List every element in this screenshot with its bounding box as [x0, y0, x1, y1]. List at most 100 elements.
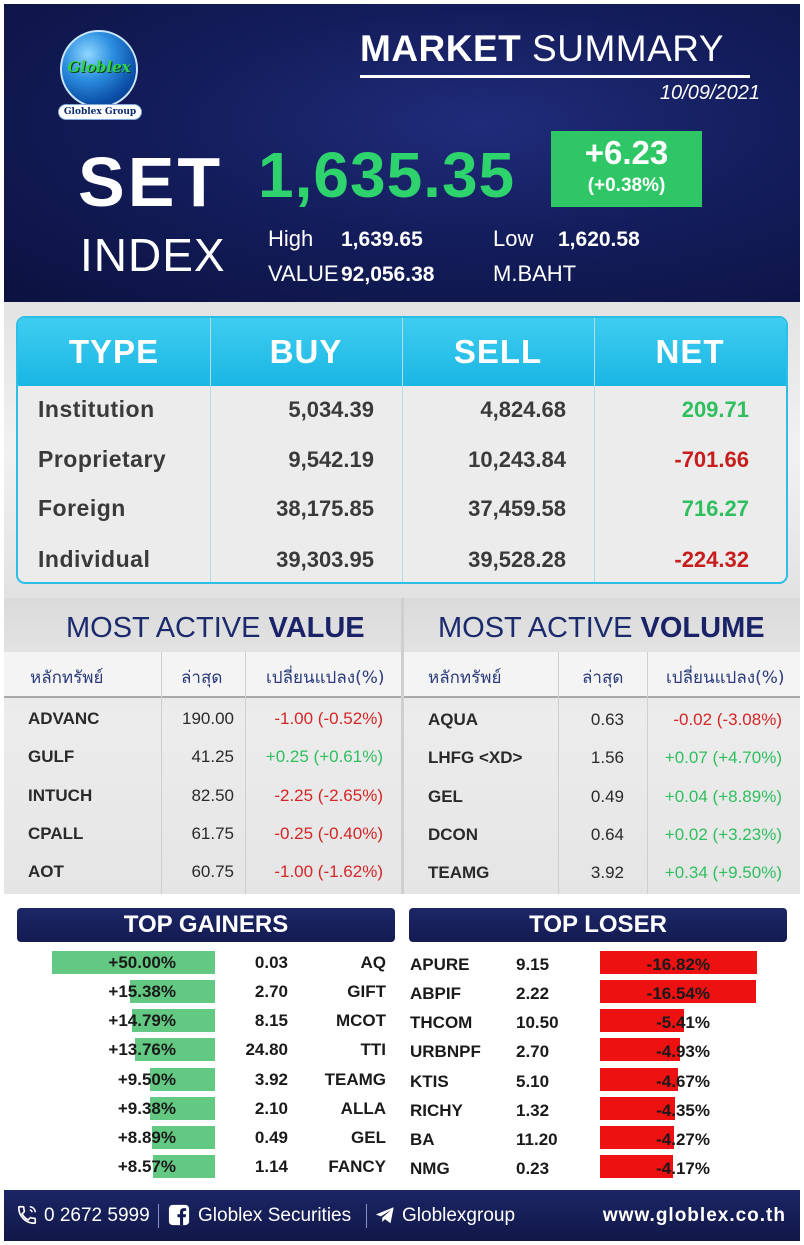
telegram-icon [375, 1207, 394, 1224]
row-type: Proprietary [38, 446, 167, 472]
gainer-bar [132, 1009, 215, 1032]
loser-symbol: URBNPF [410, 1042, 481, 1061]
column-divider [594, 318, 595, 582]
list-item-change: -2.25 (-2.65%) [274, 786, 383, 805]
most-active-volume-title: MOST ACTIVE VOLUME [438, 612, 765, 645]
col-symbol: หลักทรัพย์ [428, 668, 502, 688]
globe-icon [60, 30, 138, 108]
footer-telegram[interactable]: Globlexgroup [402, 1205, 516, 1226]
loser-bar [600, 1038, 680, 1061]
loser-price: 2.70 [516, 1042, 550, 1061]
row-buy: 39,303.95 [276, 547, 374, 572]
value-unit: M.BAHT [493, 261, 577, 286]
list-item-last: 0.63 [590, 710, 624, 729]
loser-price: 9.15 [516, 955, 550, 974]
most-active-value-title: MOST ACTIVE VALUE [66, 612, 365, 645]
col-last: ล่าสุด [181, 668, 223, 688]
header-sell: SELL [453, 333, 543, 370]
gainer-pct: +9.38% [117, 1099, 176, 1118]
list-item-change: +0.07 (+4.70%) [664, 748, 782, 767]
loser-bar [600, 1155, 673, 1178]
gainer-symbol: MCOT [335, 1011, 386, 1030]
gainer-bar [52, 951, 215, 974]
list-item-change: +0.02 (+3.23%) [664, 825, 782, 844]
row-type: Foreign [38, 495, 126, 521]
title-bold: VOLUME [640, 612, 765, 644]
footer-website[interactable]: www.globlex.co.th [602, 1205, 786, 1226]
loser-bar [600, 951, 757, 974]
loser-price: 2.22 [516, 984, 550, 1003]
footer-phone[interactable]: 0 2672 5999 [44, 1205, 150, 1226]
title-underline [360, 75, 750, 78]
most-active-value-header [4, 652, 401, 698]
column-divider [161, 652, 162, 894]
loser-pct: -16.82% [646, 955, 710, 974]
row-net: 716.27 [681, 496, 749, 521]
gainer-bar [135, 1038, 215, 1061]
loser-pct: -4.35% [656, 1101, 710, 1120]
row-buy: 9,542.19 [288, 447, 374, 472]
gainer-price: 3.92 [254, 1070, 288, 1089]
list-item-symbol: AQUA [428, 710, 479, 729]
gainer-pct: +50.00% [108, 953, 176, 972]
gainer-symbol: ALLA [340, 1099, 386, 1118]
footer: 0 2672 5999 Globlex Securities Globlexgr… [4, 1190, 800, 1241]
gainer-bar [130, 980, 215, 1003]
top-loser-title: TOP LOSER [409, 908, 787, 942]
loser-pct: -4.17% [656, 1159, 710, 1178]
list-item-last: 1.56 [590, 748, 624, 767]
col-symbol: หลักทรัพย์ [30, 668, 104, 688]
gainer-price: 1.14 [254, 1157, 288, 1176]
title-prefix: MOST ACTIVE [438, 612, 633, 644]
list-item-symbol: DCON [428, 825, 479, 844]
page-title: MARKET SUMMARY [360, 28, 724, 70]
row-net: -224.32 [674, 547, 749, 572]
loser-price: 5.10 [516, 1072, 550, 1091]
gainer-pct: +15.38% [108, 982, 176, 1001]
column-divider [210, 318, 211, 582]
section-divider [401, 598, 404, 894]
gainer-pct: +14.79% [108, 1011, 176, 1030]
logo-text: Globlex [67, 58, 131, 76]
list-item-change: -1.00 (-1.62%) [274, 862, 383, 881]
loser-bar [600, 1126, 674, 1149]
gainer-price: 0.49 [254, 1128, 288, 1147]
high-label: High [268, 226, 314, 251]
loser-pct: -16.54% [646, 984, 710, 1003]
footer-facebook[interactable]: Globlex Securities [198, 1205, 352, 1226]
list-item-change: +0.34 (+9.50%) [664, 863, 782, 882]
high-value: 1,639.65 [341, 228, 423, 251]
list-item-last: 61.75 [191, 824, 234, 843]
list-item-last: 3.92 [590, 863, 624, 882]
loser-bar [600, 1068, 678, 1091]
header-net: NET [655, 333, 725, 370]
loser-price: 0.23 [516, 1159, 550, 1178]
list-item-change: -0.25 (-0.40%) [274, 824, 383, 843]
list-item-symbol: INTUCH [28, 786, 93, 805]
low-value: 1,620.58 [558, 228, 640, 251]
list-item-symbol: ADVANC [28, 709, 100, 728]
gainer-bar [150, 1068, 215, 1091]
title-rest: SUMMARY [532, 28, 724, 69]
list-item-last: 190.00 [182, 709, 234, 728]
list-item-last: 82.50 [191, 786, 234, 805]
col-change: เปลี่ยนแปลง(%) [666, 668, 785, 688]
col-change: เปลี่ยนแปลง(%) [266, 668, 385, 688]
list-item-symbol: GEL [428, 787, 463, 806]
row-sell: 4,824.68 [480, 397, 566, 422]
gainer-symbol: TTI [360, 1040, 387, 1059]
most-active-volume-header [404, 652, 800, 698]
loser-symbol: BA [410, 1130, 435, 1149]
loser-bar [600, 1009, 684, 1032]
investor-type-table: TYPE BUY SELL NET Institution 5,034.39 4… [16, 316, 788, 584]
row-sell: 10,243.84 [468, 447, 566, 472]
set-label: SET [78, 143, 224, 221]
change-percent: (+0.38%) [587, 175, 666, 196]
loser-symbol: RICHY [410, 1101, 463, 1120]
set-index-value: 1,635.35 [258, 139, 516, 211]
loser-pct: -4.27% [656, 1130, 710, 1149]
title-prefix: MOST ACTIVE [66, 612, 261, 644]
column-divider [647, 652, 648, 894]
gainer-bar [153, 1155, 215, 1178]
list-item-change: +0.04 (+8.89%) [664, 787, 782, 806]
